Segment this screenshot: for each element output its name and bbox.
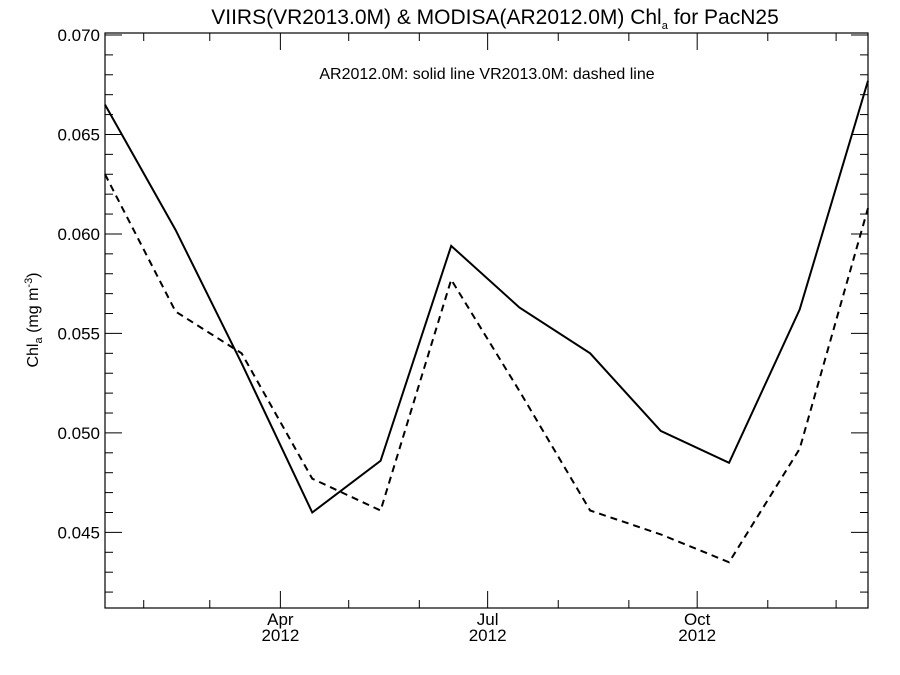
y-axis-label-main: Chl: [25, 344, 42, 368]
chart-title-subscript: a: [662, 20, 669, 32]
y-axis: 0.045 0.050 0.055 0.060 0.065 0.070: [57, 26, 868, 593]
chart-title-suffix: for PacN25: [668, 6, 779, 29]
y-tick-label: 0.055: [57, 324, 100, 343]
chart-title: VIIRS(VR2013.0M) & MODISA(AR2012.0M) Chl…: [211, 6, 779, 32]
y-axis-label-close: ): [25, 272, 42, 277]
chart-title-main: VIIRS(VR2013.0M) & MODISA(AR2012.0M) Chl: [211, 6, 661, 29]
y-tick-label: 0.060: [57, 225, 100, 244]
y-tick-label: 0.070: [57, 26, 100, 45]
x-tick-label: Apr: [267, 610, 294, 629]
x-tick-year-label: 2012: [261, 626, 299, 645]
y-tick-label: 0.045: [57, 523, 100, 542]
y-axis-label-subscript: a: [33, 337, 45, 344]
series-group: [104, 80, 869, 564]
series-line-dashed: [104, 173, 869, 564]
x-tick-label: Jul: [477, 610, 499, 629]
y-tick-label: 0.050: [57, 424, 100, 443]
y-axis-label: Chla (mg m-3): [23, 272, 45, 367]
series-annotation: AR2012.0M: solid line VR2013.0M: dashed …: [319, 66, 654, 83]
y-axis-label-units: (mg m: [25, 288, 42, 338]
y-axis-label-superscript: -3: [23, 278, 35, 288]
y-tick-label: 0.065: [57, 125, 100, 144]
series-line-solid: [104, 80, 869, 515]
plot-frame: [104, 32, 869, 609]
x-tick-year-label: 2012: [678, 626, 716, 645]
x-tick-year-label: 2012: [469, 626, 507, 645]
x-tick-label: Oct: [684, 610, 711, 629]
